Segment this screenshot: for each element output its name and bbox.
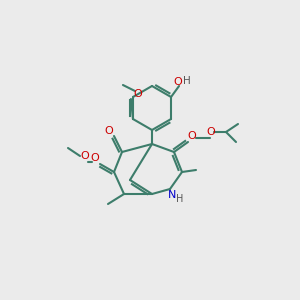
Text: O: O xyxy=(91,153,99,163)
Text: O: O xyxy=(105,126,113,136)
Text: O: O xyxy=(188,131,196,141)
Text: O: O xyxy=(81,151,89,161)
Text: O: O xyxy=(134,89,142,99)
Text: H: H xyxy=(176,194,184,204)
Text: N: N xyxy=(168,190,176,200)
Text: O: O xyxy=(207,127,215,137)
Text: O: O xyxy=(174,77,182,87)
Text: H: H xyxy=(183,76,191,86)
